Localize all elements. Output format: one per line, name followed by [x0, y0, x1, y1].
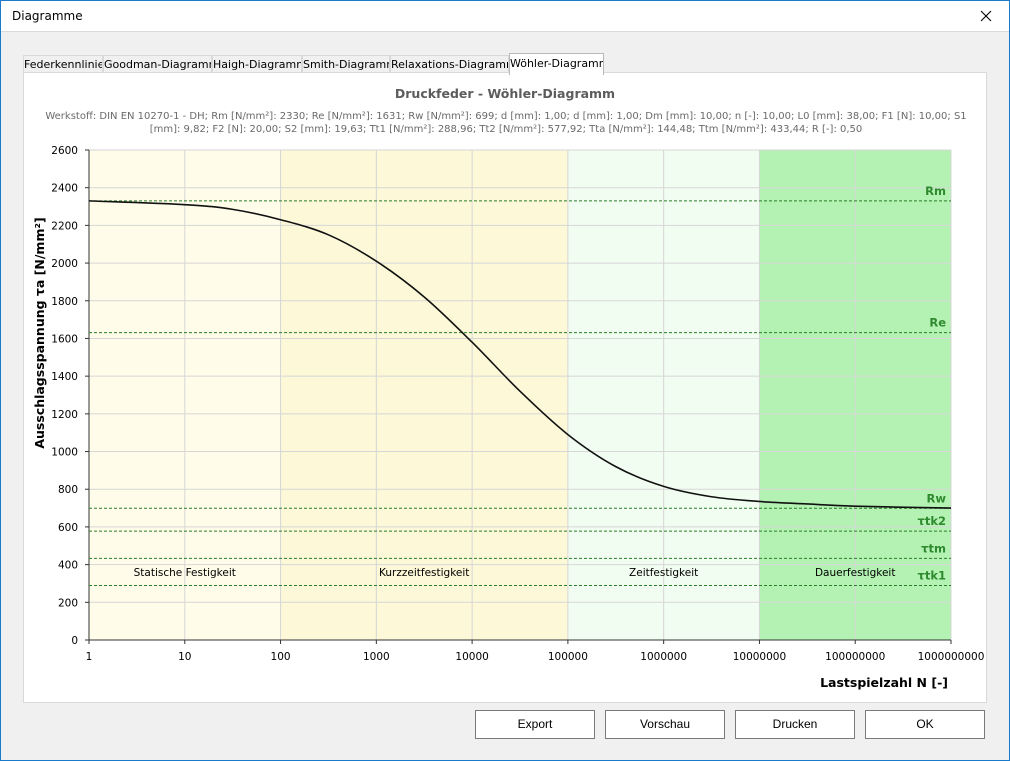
y-tick-label: 600: [58, 522, 78, 534]
x-tick-label: 100000: [548, 651, 588, 663]
y-tick-label: 1000: [51, 447, 78, 459]
y-tick-label: 0: [71, 635, 78, 647]
y-axis-title: Ausschlagsspannung τa [N/mm²]: [32, 217, 47, 448]
region-label: Zeitfestigkeit: [629, 567, 698, 579]
x-tick-label: 1000000: [640, 651, 687, 663]
tab-haigh-diagramm[interactable]: Haigh-Diagramm: [212, 55, 302, 74]
x-tick-label: 100: [271, 651, 291, 663]
dialog-body: Federkennlinie Goodman-Diagramm Haigh-Di…: [1, 32, 1009, 760]
y-tick-label: 1200: [51, 409, 78, 421]
tab-federkennlinie[interactable]: Federkennlinie: [23, 55, 103, 74]
woehler-curve: [88, 200, 952, 509]
y-tick-label: 2200: [51, 220, 78, 232]
y-tick-label: 1600: [51, 333, 78, 345]
reference-line-label: Re: [929, 316, 946, 330]
chart-subtitle: Werkstoff: DIN EN 10270-1 - DH; Rm [N/mm…: [45, 111, 967, 135]
x-tick-label: 100000000: [825, 651, 885, 663]
y-tick-label: 2000: [51, 258, 78, 270]
reference-line-label: Rw: [927, 491, 947, 505]
y-tick-label: 1800: [51, 296, 78, 308]
y-tick-label: 400: [58, 560, 78, 572]
export-button[interactable]: Export: [475, 710, 595, 739]
reference-line-label: τtm: [921, 541, 946, 555]
close-icon: [980, 10, 992, 22]
x-axis-title: Lastspielzahl N [-]: [820, 675, 948, 690]
y-tick-label: 2400: [51, 183, 78, 195]
preview-button[interactable]: Vorschau: [605, 710, 725, 739]
y-tick-label: 2600: [51, 145, 78, 157]
y-tick-label: 1400: [51, 371, 78, 383]
reference-line-label: τtk1: [918, 569, 947, 583]
x-tick-label: 1000000000: [918, 651, 985, 663]
title-bar: Diagramme: [1, 1, 1009, 32]
tab-relaxations-diagramm[interactable]: Relaxations-Diagramm: [390, 55, 509, 74]
x-tick-label: 10000: [455, 651, 488, 663]
close-button[interactable]: [963, 1, 1009, 31]
region-label: Statische Festigkeit: [134, 567, 236, 579]
y-tick-label: 200: [58, 597, 78, 609]
y-tick-label: 800: [58, 484, 78, 496]
reference-line-label: Rm: [925, 184, 946, 198]
x-tick-label: 1000: [363, 651, 390, 663]
woehler-chart: 1 10 100 1000 10000 100000 1000000 10000000 1000…: [32, 145, 985, 690]
tab-woehler-diagramm[interactable]: Wöhler-Diagramm: [509, 53, 604, 75]
region-label: Dauerfestigkeit: [815, 567, 895, 579]
print-button[interactable]: Drucken: [735, 710, 855, 739]
reference-line-label: τtk2: [918, 514, 947, 528]
ok-button[interactable]: OK: [865, 710, 985, 739]
tab-smith-diagramm[interactable]: Smith-Diagramm: [302, 55, 390, 74]
x-tick-label: 10: [178, 651, 191, 663]
tab-panel: Druckfeder - Wöhler-Diagramm Werkstoff: …: [23, 72, 987, 703]
x-tick-label: 10000000: [733, 651, 786, 663]
x-tick-label: 1: [86, 651, 93, 663]
chart-title: Druckfeder - Wöhler-Diagramm: [394, 86, 616, 101]
window-title: Diagramme: [12, 9, 83, 23]
tab-goodman-diagramm[interactable]: Goodman-Diagramm: [103, 55, 212, 74]
region-label: Kurzzeitfestigkeit: [379, 567, 469, 579]
